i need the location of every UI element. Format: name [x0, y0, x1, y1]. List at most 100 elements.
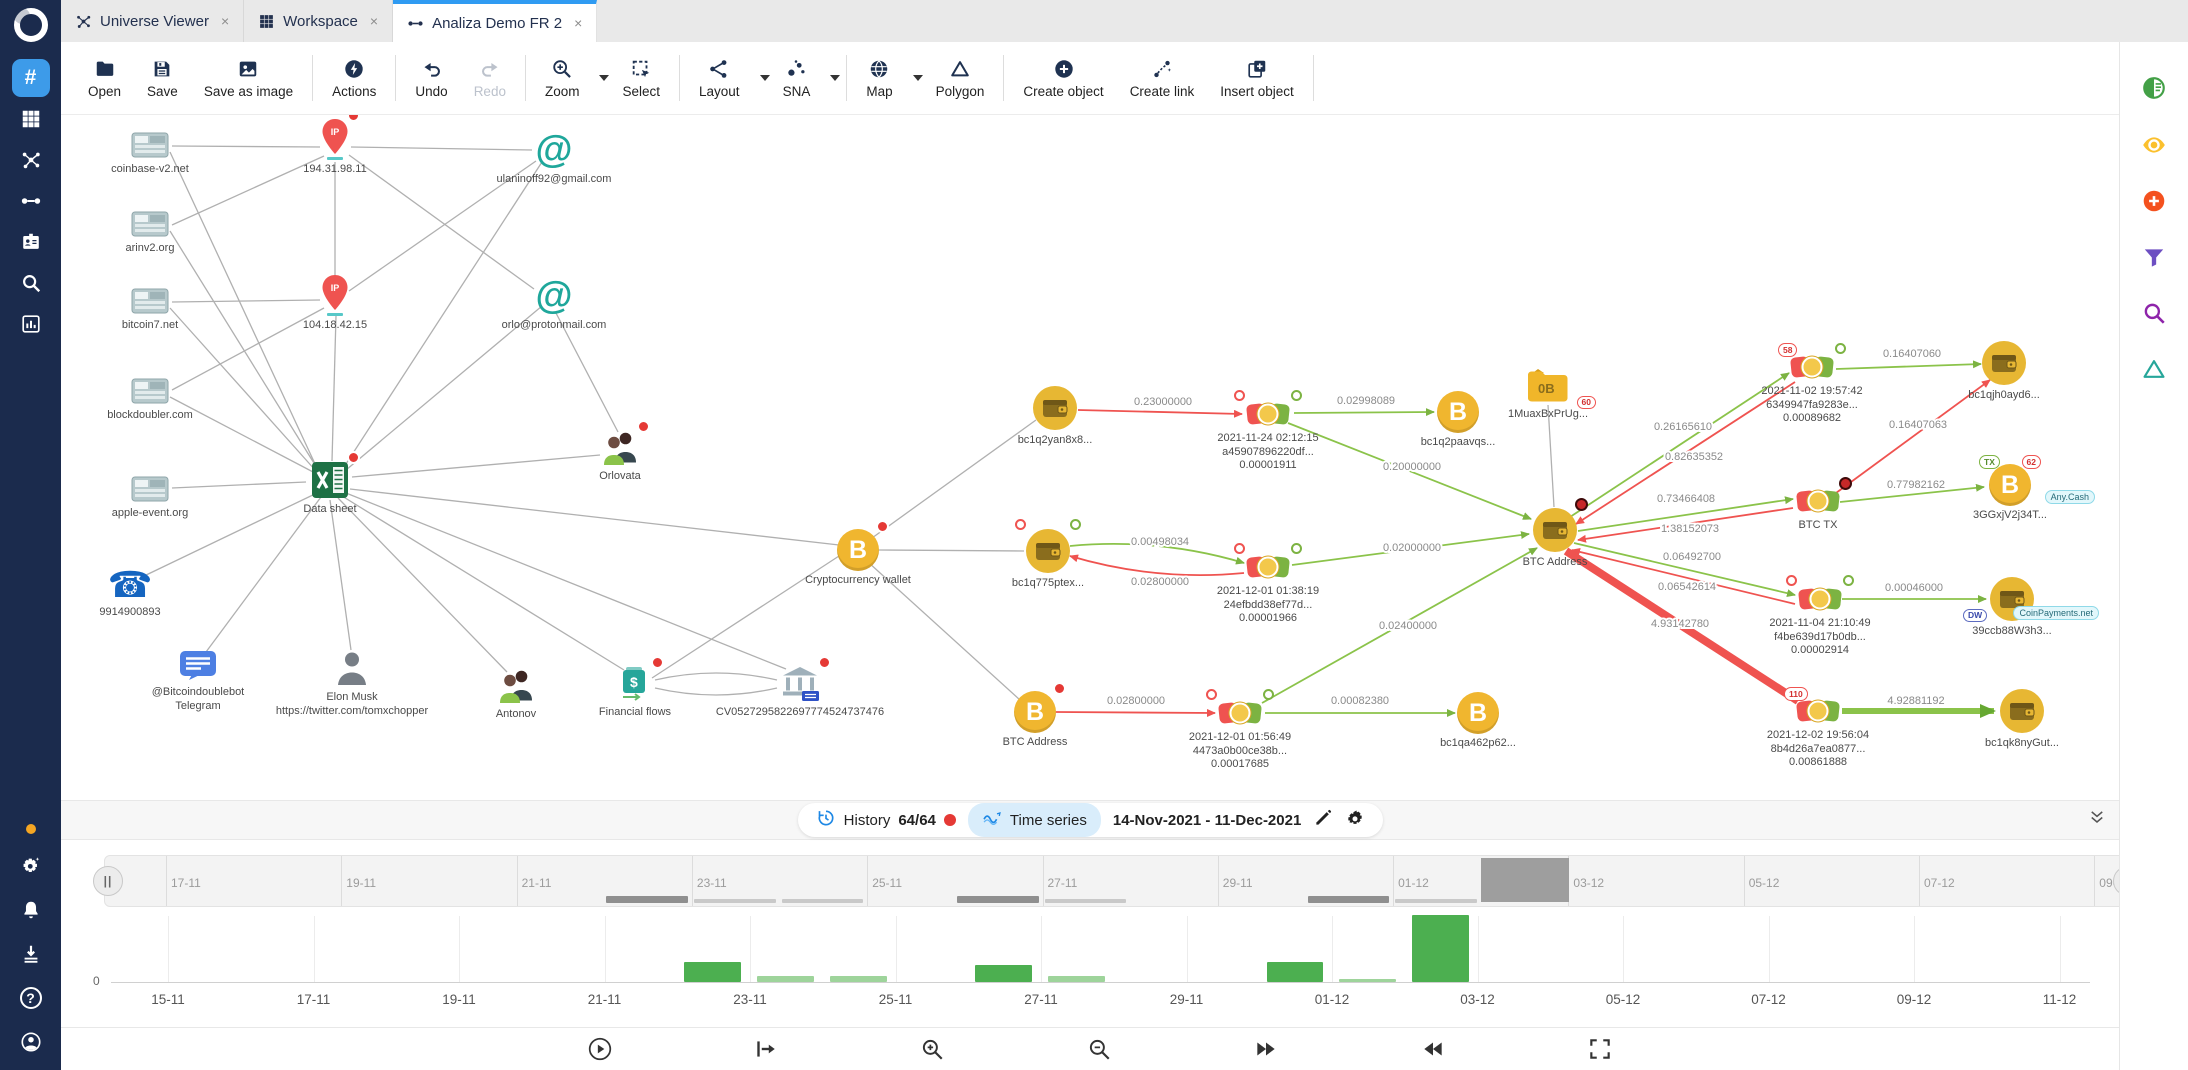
edge-49-0.16407063[interactable] [1835, 379, 1991, 494]
edge-35-0.00498034[interactable] [1069, 543, 1245, 565]
edge-13[interactable] [331, 315, 337, 462]
edge-42-0.82635352[interactable] [1575, 381, 1796, 525]
edge-20[interactable] [329, 499, 352, 651]
node-w-bc1qk8nygut[interactable]: bc1qk8nyGut... [1902, 688, 2120, 751]
timeline-scrubber[interactable]: 17-11 19-11 21-11 23-11 25-11 27-11 29-11 01-12… [93, 855, 2143, 907]
tab-analiza-demo-fr-2[interactable]: Analiza Demo FR 2 × [393, 0, 598, 42]
edge-36-0.02800000[interactable] [1069, 554, 1245, 576]
sidebar-item-reports[interactable] [12, 305, 50, 343]
edge-11[interactable] [348, 154, 535, 290]
history-toggle[interactable]: History 64/64 [816, 808, 956, 832]
select-button[interactable]: Select [609, 57, 673, 99]
node-tx-2021-12-02[interactable]: 110 2021-12-02 19:56:04 8b4d26a7ea0877... 0… [1698, 687, 1938, 770]
chevron-down-icon[interactable] [759, 75, 770, 81]
edge-27[interactable] [651, 555, 840, 679]
histogram-bar-02-12[interactable] [1412, 915, 1469, 982]
create-link-button[interactable]: Create link [1117, 57, 1208, 99]
map-button[interactable]: Map [853, 57, 905, 99]
edge-14[interactable] [343, 161, 543, 468]
edge-33-0.02998089[interactable] [1293, 408, 1435, 417]
edge-22[interactable] [341, 495, 625, 671]
node-tx-2021-11-24[interactable]: 2021-11-24 02:12:15 a45907896220df... 0.00… [1148, 390, 1388, 473]
node-antonov[interactable]: Antonov [396, 667, 636, 722]
node-w-39ccb88w3h3[interactable]: DW CoinPayments.net 39ccb88W3h3... [1892, 576, 2120, 639]
sidebar-item-links[interactable] [12, 182, 50, 220]
zoom-in-button[interactable] [919, 1036, 945, 1062]
edge-8[interactable] [169, 396, 316, 474]
app-logo[interactable] [13, 8, 48, 42]
fullscreen-button[interactable] [1587, 1036, 1613, 1062]
sidebar-item-objects[interactable] [12, 223, 50, 261]
scrubber-selection-window[interactable] [1480, 858, 1569, 902]
edge-28[interactable] [871, 419, 1037, 539]
histogram-bar-23-11[interactable] [757, 976, 814, 982]
open-button[interactable]: Open [75, 57, 134, 99]
tab-workspace[interactable]: Workspace × [244, 0, 394, 42]
panel-shapes-button[interactable] [2141, 356, 2167, 382]
save-as-image-button[interactable]: Save as image [191, 57, 306, 99]
edge-17[interactable] [351, 454, 601, 478]
edge-43-0.73466408[interactable] [1577, 496, 1794, 532]
histogram-bar-24-11[interactable] [829, 976, 887, 982]
sidebar-item-downloads[interactable] [12, 935, 50, 973]
edge-2[interactable] [171, 299, 321, 303]
edge-46-0.06542614[interactable] [1571, 547, 1796, 605]
edge-26[interactable] [654, 687, 778, 696]
node-tx-2021-12-01a[interactable]: 2021-12-01 01:38:19 24efbdd38ef77d... 0.00… [1148, 543, 1388, 626]
undo-button[interactable]: Undo [402, 57, 460, 99]
time-series-toggle[interactable]: Time series [967, 803, 1101, 837]
panel-visibility-button[interactable] [2141, 132, 2167, 158]
node-ip-194-31-98-11[interactable]: IP 194.31.98.11 [215, 115, 455, 177]
edge-48-0.16407060[interactable] [1835, 360, 1982, 370]
edge-0[interactable] [171, 145, 321, 148]
edge-16[interactable] [555, 312, 619, 433]
node-site-bitcoin7[interactable]: bitcoin7.net [61, 288, 270, 333]
edge-38-0.02400000[interactable] [1261, 547, 1538, 704]
node-btc-address-b[interactable]: B BTC Address [915, 682, 1155, 750]
edge-23[interactable] [345, 492, 787, 670]
sidebar-item-settings[interactable] [12, 847, 50, 885]
fast-forward-button[interactable] [1253, 1036, 1279, 1062]
histogram-bar-01-12[interactable] [1339, 979, 1397, 982]
node-site-coinbase[interactable]: coinbase-v2.net [61, 132, 270, 177]
actions-button[interactable]: Actions [319, 57, 389, 99]
edge-34-0.20000000[interactable] [1287, 422, 1532, 520]
edge-25[interactable] [654, 672, 778, 681]
edge-18[interactable] [141, 492, 318, 578]
node-btc-tx[interactable]: BTC TX [1698, 477, 1938, 533]
node-tx-2021-11-04[interactable]: 2021-11-04 21:10:49 f4be639d17b0db... 0.00… [1700, 575, 1940, 658]
edge-32-0.23000000[interactable] [1077, 409, 1243, 418]
histogram-bar-22-11[interactable] [684, 961, 742, 982]
panel-search-graph-button[interactable] [2141, 300, 2167, 326]
tab-close-icon[interactable]: × [369, 13, 379, 29]
histogram-bar-30-11[interactable] [1266, 961, 1324, 982]
edge-30[interactable] [867, 561, 1021, 701]
node-telegram-bot[interactable]: @Bitcoindoublebot Telegram [78, 649, 318, 713]
edge-31[interactable] [1547, 404, 1555, 508]
node-w-bc1qjh0ayd6[interactable]: bc1qjh0ayd6... [1884, 340, 2120, 403]
edge-12[interactable] [348, 160, 537, 292]
play-button[interactable] [587, 1036, 613, 1062]
node-btc-address-hub[interactable]: BTC Address [1435, 498, 1675, 570]
node-w-1muaxbxprug[interactable]: 0B 60 1MuaxBxPrUg... [1428, 365, 1668, 422]
node-ip-104-18-42-15[interactable]: IP 104.18.42.15 [215, 274, 455, 333]
edge-6[interactable] [169, 230, 318, 469]
tab-close-icon[interactable]: × [574, 15, 583, 31]
node-crypto-wallet[interactable]: B Cryptocurrency wallet [738, 520, 978, 588]
panel-add-button[interactable] [2141, 188, 2167, 214]
edge-10[interactable] [350, 146, 533, 151]
zoom-button[interactable]: Zoom [532, 57, 593, 99]
create-object-button[interactable]: Create object [1010, 57, 1116, 99]
sna-button[interactable]: SNA [770, 57, 824, 99]
node-email-orlo[interactable]: @ orlo@protonmail.com [434, 276, 674, 333]
edge-5[interactable] [169, 151, 317, 467]
node-site-apple-event[interactable]: apple-event.org [61, 476, 270, 521]
polygon-button[interactable]: Polygon [923, 57, 998, 99]
sidebar-item-workspace[interactable] [12, 100, 50, 138]
save-button[interactable]: Save [134, 57, 191, 99]
panel-legend-panel-button[interactable] [2141, 75, 2167, 101]
node-elon-musk[interactable]: Elon Musk https://twitter.com/tomxchopper [232, 648, 472, 718]
histogram-bar-27-11[interactable] [1048, 976, 1105, 982]
node-tx-2021-12-01b[interactable]: 2021-12-01 01:56:49 4473a0b00ce38b... 0.00… [1120, 689, 1360, 772]
